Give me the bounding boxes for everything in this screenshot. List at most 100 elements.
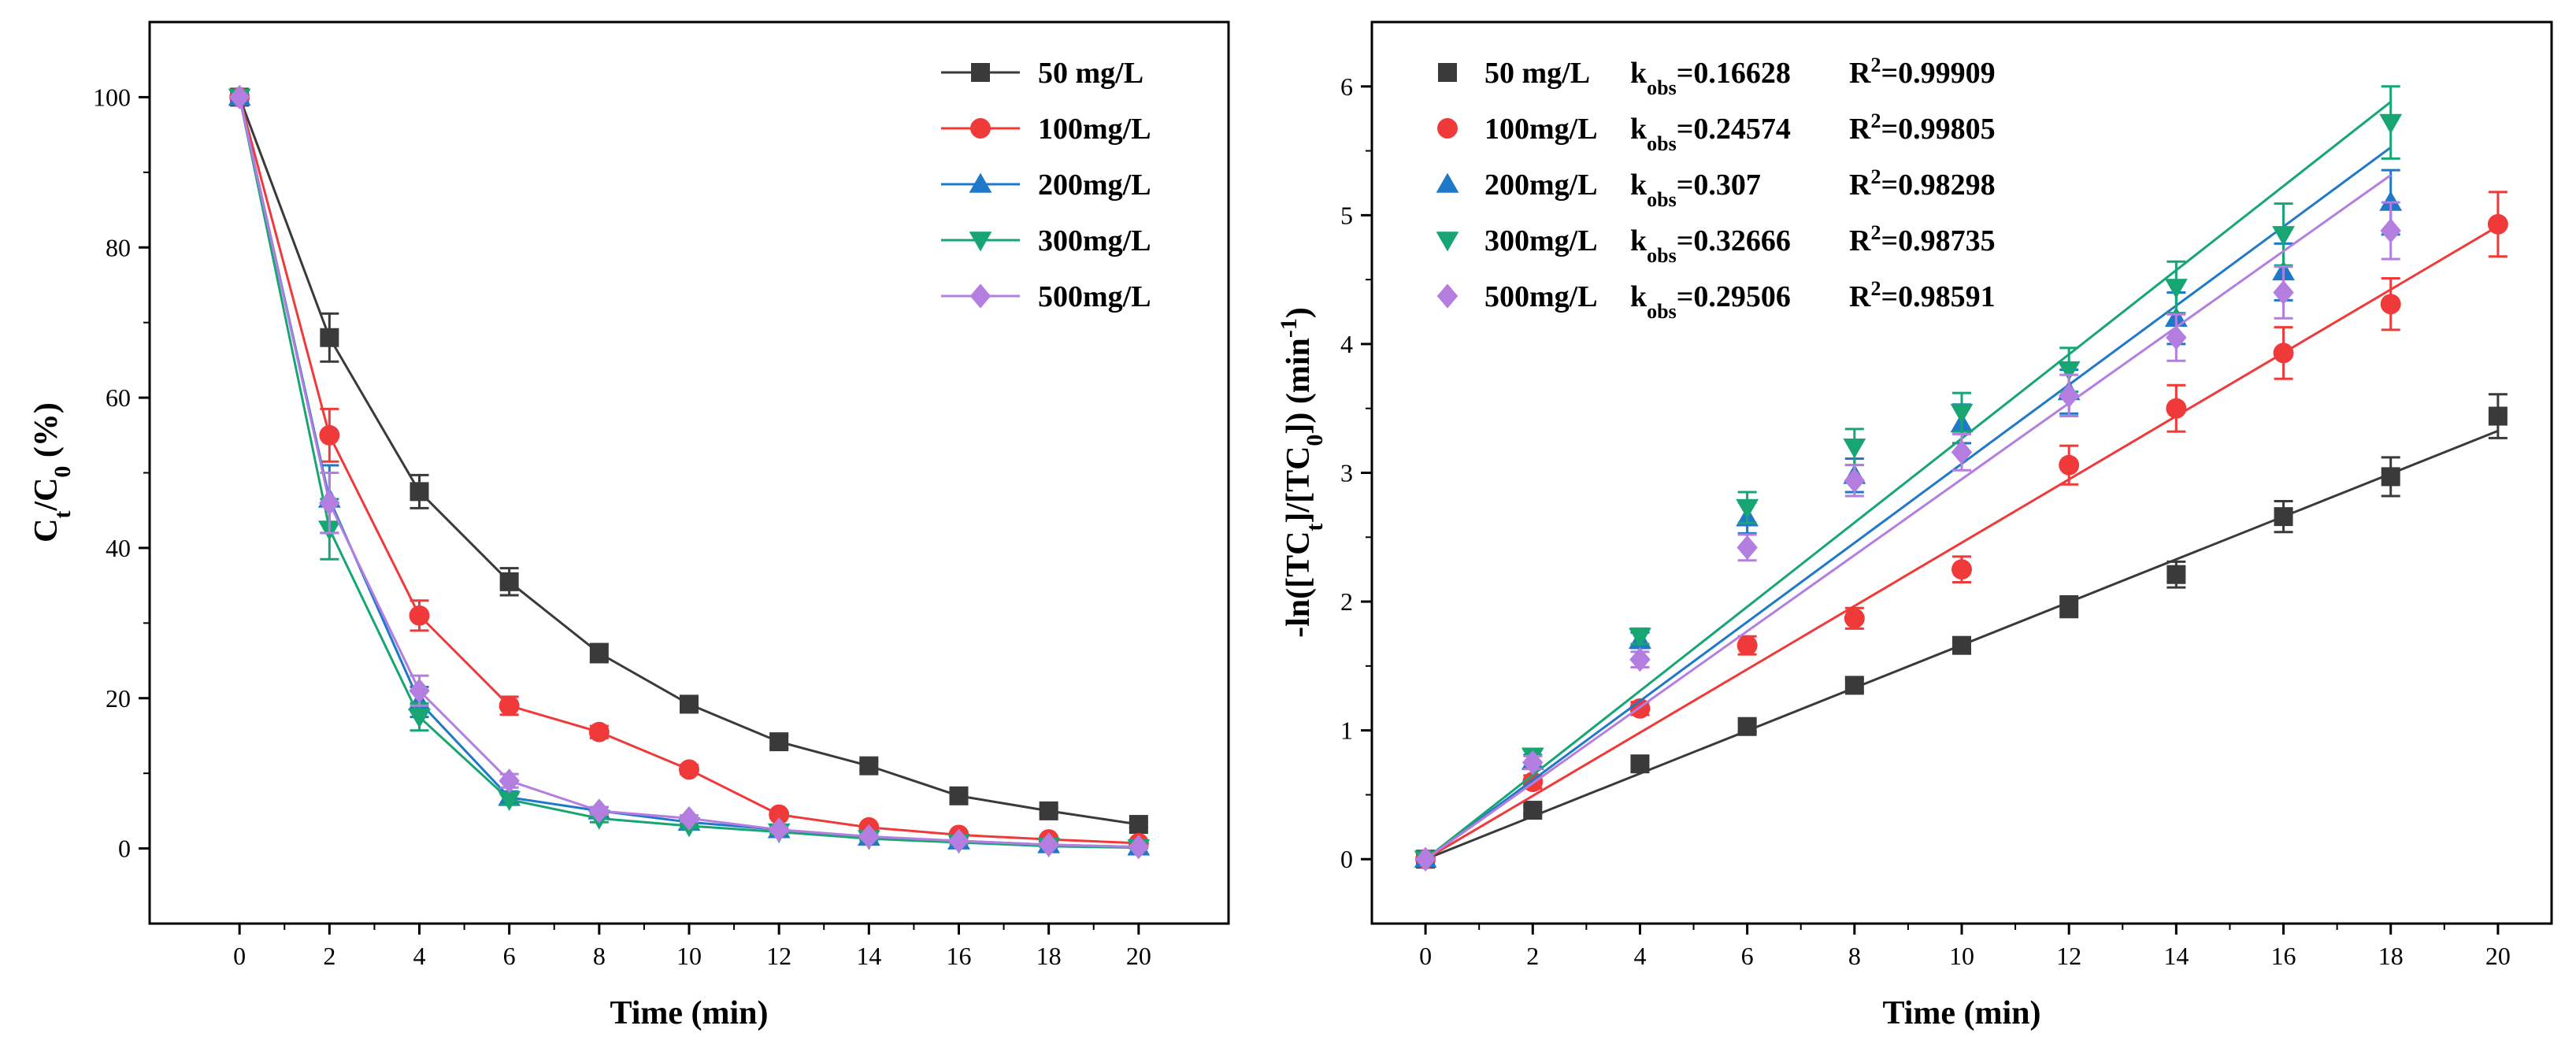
point-right-1-8 <box>2273 343 2294 364</box>
legend-right-name-50: 50 mg/L <box>1484 57 1590 90</box>
point-left-4-3 <box>499 768 520 794</box>
x-tick-label-left-2: 4 <box>413 942 426 970</box>
y-tick-label-right-0: 0 <box>1340 845 1353 873</box>
point-right-4-5 <box>1951 439 1973 465</box>
point-right-4-6 <box>2058 383 2080 408</box>
point-right-4-7 <box>2166 325 2187 350</box>
x-tick-label-right-6: 12 <box>2056 942 2081 970</box>
point-left-0-10 <box>1129 815 1148 835</box>
y-tick-label-left-4: 80 <box>106 233 131 261</box>
point-left-0-4 <box>589 643 609 663</box>
x-tick-label-left-10: 20 <box>1126 942 1151 970</box>
legend-right-marker-100 <box>1437 118 1458 139</box>
legend-left-marker-50 <box>971 63 990 82</box>
series-left-line-1 <box>238 97 1139 845</box>
y-tick-label-right-6: 6 <box>1340 72 1353 101</box>
point-right-1-10 <box>2487 213 2508 235</box>
y-tick-label-right-5: 5 <box>1340 201 1353 229</box>
legend-right-name-200: 200mg/L <box>1484 168 1598 202</box>
legend-left-marker-300 <box>969 231 992 252</box>
point-left-0-9 <box>1039 801 1058 820</box>
y-label-left-base: C <box>28 519 65 542</box>
x-tick-label-left-7: 14 <box>856 942 881 970</box>
legend-left-label-50: 50 mg/L <box>1038 57 1143 90</box>
legend-left-marker-500 <box>969 283 991 309</box>
x-tick-label-right-5: 10 <box>1949 942 1974 970</box>
legend-right-label-500: 500mg/L <box>1484 280 1598 313</box>
point-right-4-3 <box>1736 535 1758 560</box>
point-left-1-5 <box>679 759 699 780</box>
point-left-4-7 <box>858 824 880 849</box>
series-left-1 <box>229 87 1149 853</box>
legend-right-k-200: kobs=0.307 <box>1630 168 1761 211</box>
legend-right-label-200: 200mg/L <box>1484 168 1598 202</box>
y-label-right-sup: -1 <box>1276 318 1302 338</box>
point-left-1-1 <box>319 424 340 446</box>
point-right-4-0 <box>1414 846 1436 872</box>
point-right-0-5 <box>1952 635 1971 655</box>
legend-left-item-50: 50 mg/L <box>941 57 1143 90</box>
point-right-2-9 <box>2379 191 2403 211</box>
point-right-1-3 <box>1736 635 1758 656</box>
y-axis-label-left: Ct/C0 (%) <box>28 402 76 542</box>
point-right-0-8 <box>2274 507 2293 527</box>
y-tick-label-right-1: 1 <box>1340 716 1353 745</box>
y-label-right-mid: ]/[TC <box>1281 446 1317 524</box>
fit-line-right-4 <box>1425 174 2392 861</box>
y-label-right-post: ]) (min <box>1281 338 1317 434</box>
legend-right-k-100: kobs=0.24574 <box>1630 113 1791 155</box>
series-group-right <box>1414 85 2508 872</box>
series-right-1 <box>1415 191 2508 870</box>
point-left-0-1 <box>320 328 339 347</box>
legend-left-label-200: 200mg/L <box>1038 168 1151 202</box>
legend-right-k-500: kobs=0.29506 <box>1630 280 1791 323</box>
x-axis-label-right: Time (min) <box>1882 995 2040 1031</box>
x-tick-label-right-4: 8 <box>1848 942 1861 970</box>
legend-right-item-100: 100mg/L kobs=0.24574 R2=0.99805 <box>1437 109 1996 155</box>
x-tick-label-right-8: 16 <box>2271 942 2296 970</box>
series-group-left <box>228 84 1151 860</box>
series-left-3 <box>228 88 1151 860</box>
point-left-0-5 <box>680 694 699 714</box>
legend-left-item-200: 200mg/L <box>941 168 1151 202</box>
point-left-4-5 <box>678 805 700 831</box>
x-tick-label-right-9: 18 <box>2378 942 2404 970</box>
series-left-line-0 <box>238 96 1140 826</box>
x-tick-label-right-7: 14 <box>2163 942 2189 970</box>
legend-right-item-500: 500mg/L kobs=0.29506 R2=0.98591 <box>1436 277 1996 323</box>
x-tick-label-right-2: 4 <box>1633 942 1646 970</box>
x-tick-label-left-3: 6 <box>503 942 516 970</box>
legend-left-symbol-1 <box>970 118 991 139</box>
series-left-line-3 <box>238 97 1139 850</box>
legend-right: 50 mg/L kobs=0.16628 R2=0.99909 100mg/L … <box>1436 54 1996 323</box>
x-tick-label-right-3: 6 <box>1741 942 1754 970</box>
legend-right-marker-500 <box>1436 283 1458 309</box>
point-right-3-3 <box>1736 498 1759 520</box>
legend-left-label-500: 500mg/L <box>1038 280 1151 313</box>
series-left-4 <box>228 84 1150 860</box>
legend-right-k-300: kobs=0.32666 <box>1630 224 1791 267</box>
point-right-3-2 <box>1629 628 1651 648</box>
legend-right-name-300: 300mg/L <box>1484 224 1598 257</box>
legend-right-item-50: 50 mg/L kobs=0.16628 R2=0.99909 <box>1438 54 1996 99</box>
y-label-right-sub1: t <box>1302 524 1328 531</box>
point-left-3-2 <box>408 708 431 729</box>
y-label-left-sub1: t <box>50 511 76 519</box>
point-left-0-6 <box>769 732 789 752</box>
legend-right-r2-500: R2=0.98591 <box>1849 277 1996 314</box>
point-left-0-7 <box>859 756 879 776</box>
y-label-left-slash: /C <box>28 478 65 512</box>
x-tick-label-right-10: 20 <box>2485 942 2511 970</box>
point-left-1-4 <box>588 721 610 742</box>
legend-right-item-200: 200mg/L kobs=0.307 R2=0.98298 <box>1436 165 1996 211</box>
legend-right-marker-200 <box>1436 172 1459 193</box>
x-tick-label-left-8: 16 <box>947 942 972 970</box>
series-left-2 <box>228 86 1151 856</box>
point-left-4-1 <box>319 491 340 516</box>
point-left-3-3 <box>498 791 521 811</box>
point-right-1-6 <box>2059 454 2080 476</box>
x-tick-label-left-0: 0 <box>233 942 246 970</box>
